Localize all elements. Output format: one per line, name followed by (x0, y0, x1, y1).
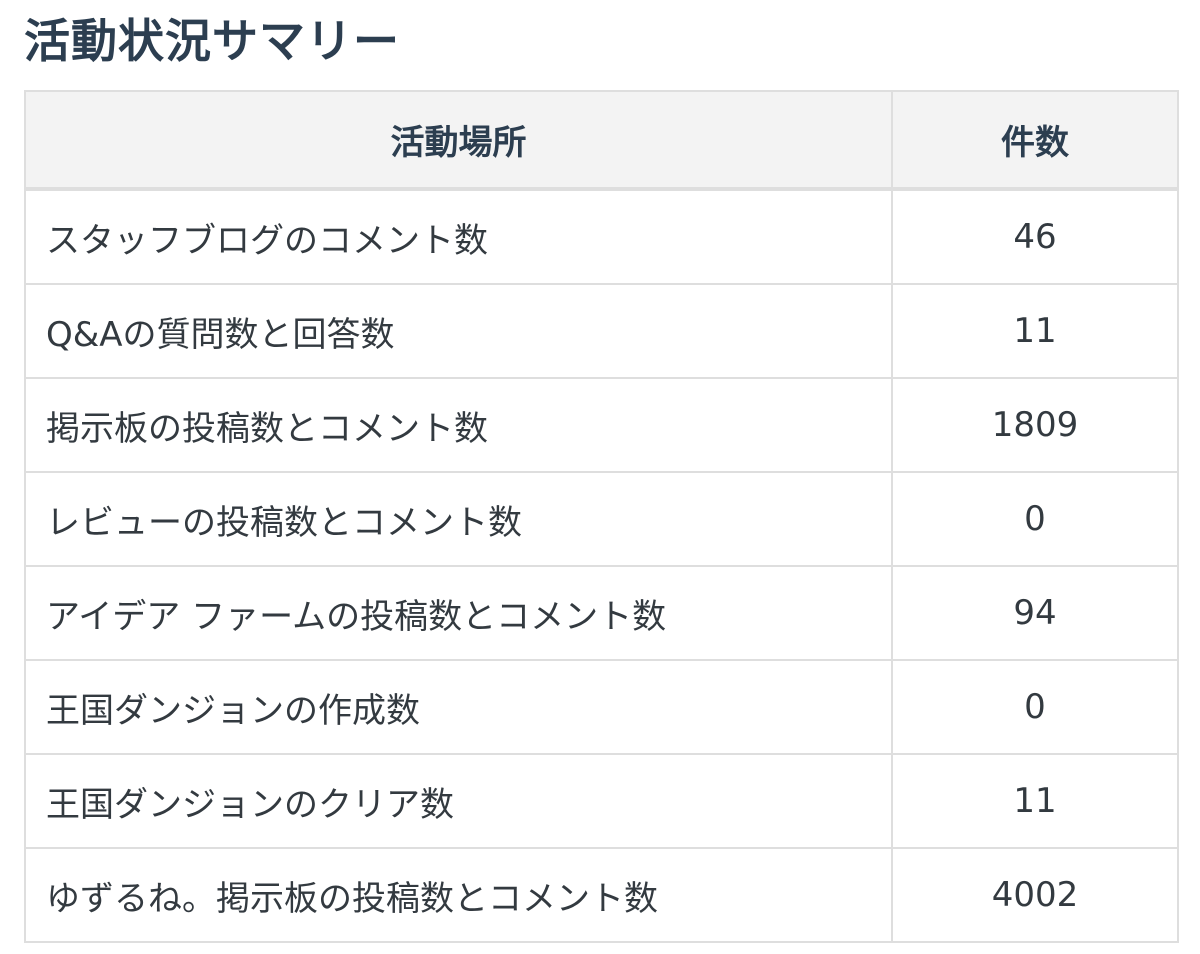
table-row: Q&Aの質問数と回答数 11 (24, 283, 1179, 379)
cell-place: 王国ダンジョンのクリア数 (24, 753, 893, 849)
table-header-row: 活動場所 件数 (24, 90, 1179, 191)
cell-place: 王国ダンジョンの作成数 (24, 659, 893, 755)
cell-count: 0 (891, 659, 1179, 755)
table-row: 王国ダンジョンのクリア数 11 (24, 753, 1179, 849)
table-row: 掲示板の投稿数とコメント数 1809 (24, 377, 1179, 473)
table-row: 王国ダンジョンの作成数 0 (24, 659, 1179, 755)
table-row: レビューの投稿数とコメント数 0 (24, 471, 1179, 567)
cell-count: 46 (891, 188, 1179, 285)
page-title: 活動状況サマリー (24, 14, 400, 68)
cell-count: 1809 (891, 377, 1179, 473)
header-count: 件数 (891, 90, 1179, 191)
cell-place: スタッフブログのコメント数 (24, 188, 893, 285)
cell-place: Q&Aの質問数と回答数 (24, 283, 893, 379)
cell-place: レビューの投稿数とコメント数 (24, 471, 893, 567)
cell-place: アイデア ファームの投稿数とコメント数 (24, 565, 893, 661)
table-row: アイデア ファームの投稿数とコメント数 94 (24, 565, 1179, 661)
cell-count: 94 (891, 565, 1179, 661)
cell-count: 11 (891, 753, 1179, 849)
activity-summary-table: 活動場所 件数 スタッフブログのコメント数 46 Q&Aの質問数と回答数 11 掲示板の… (24, 90, 1179, 943)
cell-place: ゆずるね。掲示板の投稿数とコメント数 (24, 847, 893, 943)
cell-count: 0 (891, 471, 1179, 567)
table-row: スタッフブログのコメント数 46 (24, 188, 1179, 285)
cell-count: 11 (891, 283, 1179, 379)
cell-place: 掲示板の投稿数とコメント数 (24, 377, 893, 473)
cell-count: 4002 (891, 847, 1179, 943)
table-row: ゆずるね。掲示板の投稿数とコメント数 4002 (24, 847, 1179, 943)
header-place: 活動場所 (24, 90, 893, 191)
